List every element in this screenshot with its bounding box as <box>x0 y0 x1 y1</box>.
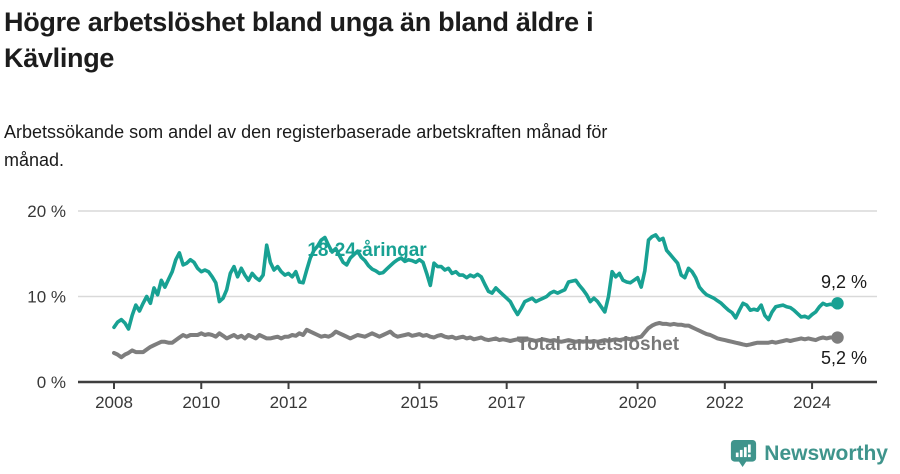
x-axis-label-2017: 2017 <box>488 393 526 412</box>
x-axis-label-2022: 2022 <box>706 393 744 412</box>
x-axis-label-2015: 2015 <box>400 393 438 412</box>
series-end-dot-young <box>831 297 844 310</box>
y-axis-label-0: 0 % <box>37 373 66 392</box>
chart-generated-layer: 0 % 10 % 20 % 2008 2010 2012 2015 2017 2020 2022 2… <box>27 202 877 412</box>
subtitle-line-1: Arbetssökande som andel av den registerb… <box>4 122 608 142</box>
end-value-young: 9,2 % <box>821 272 867 292</box>
page-subtitle: Arbetssökande som andel av den registerb… <box>4 118 764 174</box>
y-axis-label-10: 10 % <box>27 288 66 307</box>
end-value-total: 5,2 % <box>821 348 867 368</box>
series-line-total <box>112 321 840 360</box>
series-end-dot-total <box>831 331 844 344</box>
page-title: Högre arbetslöshet bland unga än bland ä… <box>4 4 824 76</box>
series-label-total: Total arbetslöshet <box>517 334 680 355</box>
newsworthy-logo-icon <box>731 440 757 467</box>
title-line-1: Högre arbetslöshet bland unga än bland ä… <box>4 7 594 37</box>
x-axis-label-2012: 2012 <box>270 393 308 412</box>
series-line-young <box>112 233 840 331</box>
title-line-2: Kävlinge <box>4 43 115 73</box>
x-axis-label-2010: 2010 <box>182 393 220 412</box>
x-axis-label-2020: 2020 <box>619 393 657 412</box>
series-label-young: 18-24-åringar <box>307 240 427 261</box>
brand-name: Newsworthy <box>764 441 888 465</box>
x-axis-label-2024: 2024 <box>793 393 831 412</box>
y-axis-label-20: 20 % <box>27 202 66 221</box>
x-axis-label-2008: 2008 <box>95 393 133 412</box>
brand-footer: Newsworthy <box>730 439 888 468</box>
subtitle-line-2: månad. <box>4 150 65 170</box>
